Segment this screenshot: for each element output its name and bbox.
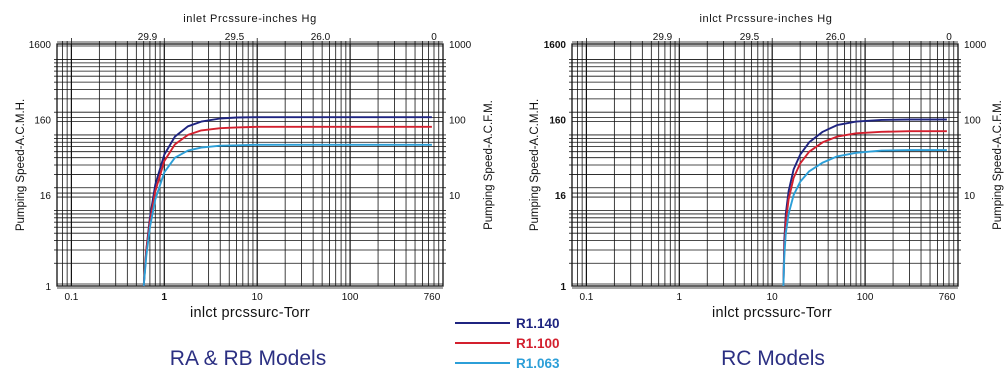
y-axis-label-right: Pumping Speed-A.C.F.M. <box>992 100 1004 230</box>
legend: R1.140 R1.100 R1.063 <box>455 316 560 371</box>
x-tick-label: 10 <box>767 292 779 303</box>
top-tick-label: 26.0 <box>826 32 846 43</box>
y-tick-label-right: 10 <box>449 191 461 202</box>
legend-label: R1.100 <box>516 336 560 351</box>
legend-label: R1.063 <box>516 356 560 371</box>
y-tick-label-right: 100 <box>964 116 981 127</box>
x-tick-label: 0.1 <box>579 292 593 303</box>
y-tick-label-left: 1600 <box>29 40 52 51</box>
y-tick-label-left: 160 <box>549 116 566 127</box>
plot-frame <box>56 43 444 287</box>
chart-ra-rb: inlet Prcssure-inches Hg 29.9 29.5 26.0 0 0.1… <box>15 13 495 370</box>
top-axis-label: inlct Prcssure-inches Hg <box>700 13 833 25</box>
x-axis-label: inlct prcssurc-Torr <box>712 305 832 321</box>
series-line-R1-140 <box>782 118 947 287</box>
y-tick-label-left: 16 <box>555 191 567 202</box>
x-tick-label: 1 <box>677 292 683 303</box>
x-tick-label: 760 <box>424 292 441 303</box>
grid <box>569 38 961 289</box>
top-tick-label: 26.0 <box>311 32 331 43</box>
y-tick-label-right: 1000 <box>964 40 987 51</box>
top-tick-label: 29.5 <box>740 32 760 43</box>
chart-title: RC Models <box>721 347 825 370</box>
series-line-R1-100 <box>142 125 432 287</box>
x-axis-label: inlct prcssurc-Torr <box>190 305 310 321</box>
x-tick-label: 0.1 <box>64 292 78 303</box>
legend-label: R1.140 <box>516 316 560 331</box>
top-tick-label: 0 <box>431 32 437 43</box>
y-axis-label-left: Pumping Speed-A.C.M.H. <box>529 99 541 231</box>
chart-rc: inlct Prcssure-inches Hg 29.9 29.5 26.0 0 0.1… <box>529 13 1004 370</box>
series-line-R1-063 <box>782 149 947 287</box>
x-tick-label: 100 <box>857 292 874 303</box>
chart-title: RA & RB Models <box>170 347 326 370</box>
y-tick-label-left: 1600 <box>544 40 567 51</box>
y-axis-label-right: Pumping Speed-A.C.F.M. <box>483 100 495 230</box>
top-tick-label: 29.9 <box>138 32 158 43</box>
x-tick-label: 760 <box>939 292 956 303</box>
y-tick-label-left: 16 <box>40 191 52 202</box>
grid <box>54 38 446 289</box>
top-tick-label: 29.9 <box>653 32 673 43</box>
y-tick-label-left: 160 <box>34 116 51 127</box>
y-tick-label-left: 1 <box>560 282 566 293</box>
top-tick-label: 0 <box>946 32 952 43</box>
x-tick-label: 1 <box>162 292 168 303</box>
top-axis-label: inlet Prcssure-inches Hg <box>183 13 317 25</box>
top-tick-label: 29.5 <box>225 32 245 43</box>
y-tick-label-right: 100 <box>449 116 466 127</box>
y-tick-label-right: 10 <box>964 191 976 202</box>
y-axis-label-left: Pumping Speed-A.C.M.H. <box>15 99 27 231</box>
series-line-R1-063 <box>142 143 432 287</box>
x-tick-label: 10 <box>252 292 264 303</box>
y-tick-label-left: 1 <box>45 282 51 293</box>
plot-frame <box>571 43 959 287</box>
series-line-R1-100 <box>782 130 947 287</box>
x-tick-label: 100 <box>342 292 359 303</box>
y-tick-label-right: 1000 <box>449 40 472 51</box>
